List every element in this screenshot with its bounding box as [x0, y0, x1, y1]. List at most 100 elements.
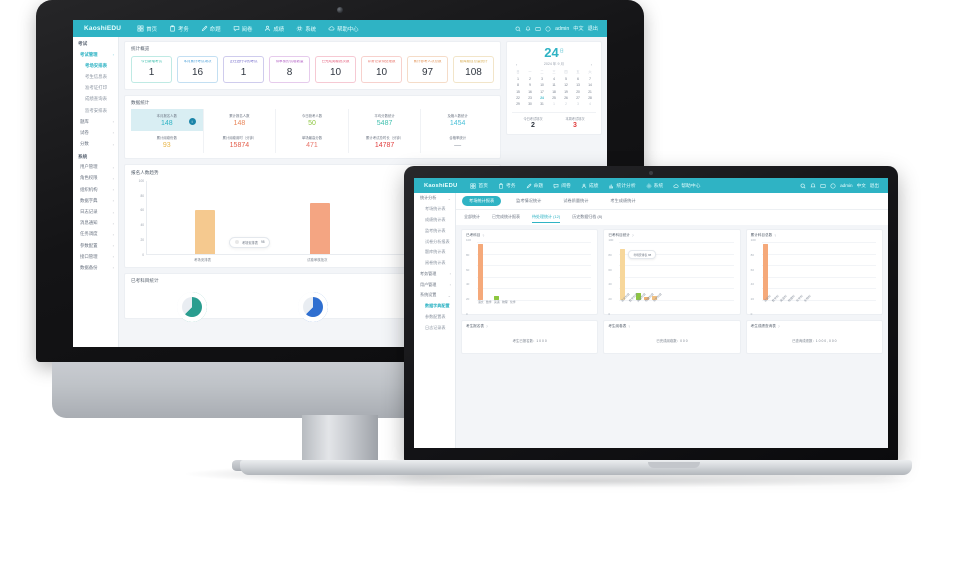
user-name[interactable]: admin [555, 25, 570, 32]
sidebar-item-9[interactable]: 分数 › [73, 139, 118, 150]
calendar-day-29[interactable]: 30 [528, 102, 532, 107]
tab-0[interactable]: 考场统计报表 [462, 196, 502, 206]
sidebar-item-11[interactable]: 用户管理 › [73, 162, 118, 173]
sidebar-item-5[interactable]: 题库统计表 [414, 247, 455, 258]
search-icon[interactable] [515, 26, 521, 32]
tab-1[interactable]: 监考情况统计 [516, 198, 542, 203]
subtab-0[interactable]: 全部统计 [464, 214, 480, 219]
kpi-card-2[interactable]: 正在进行中的考试 1 [223, 56, 264, 83]
message-icon[interactable] [820, 183, 826, 189]
bell-icon[interactable] [810, 182, 816, 189]
nav-item-6[interactable]: 帮助中心 [322, 25, 365, 33]
sidebar-item-3[interactable]: 考生信息表 [73, 71, 118, 82]
sidebar-item-2[interactable]: 考场安排表 [73, 60, 118, 71]
calendar-day-14[interactable]: 15 [516, 89, 520, 94]
calendar-day-20[interactable]: 21 [588, 89, 592, 94]
help-icon[interactable]: ? [777, 324, 780, 329]
calendar-day-27[interactable]: 28 [588, 95, 592, 100]
kpi-card-7[interactable]: 题库题目总量统计 108 [453, 56, 494, 83]
nav-item-5[interactable]: 系统 [290, 25, 322, 33]
subtab-2[interactable]: 待处理统计 (12) [532, 214, 561, 223]
sidebar-item-7[interactable]: 题库 › [73, 116, 118, 127]
calendar-next-button[interactable]: › [590, 62, 592, 67]
info-badge-icon[interactable]: i [188, 117, 196, 125]
calendar-day-10[interactable]: 11 [552, 83, 556, 88]
calendar-day-3[interactable]: 4 [553, 76, 555, 81]
sidebar-item-1[interactable]: 考场统计表 [414, 204, 455, 215]
mini-bar-3[interactable] [644, 296, 650, 300]
tab-3[interactable]: 考生成绩统计 [610, 198, 636, 203]
calendar-day-23[interactable]: 24 [540, 95, 544, 100]
mini-bar-0[interactable] [478, 244, 483, 300]
sidebar-item-5[interactable]: 成绩查询表 [73, 94, 118, 105]
mini-bar-4[interactable] [652, 295, 658, 300]
stat-cell-2[interactable]: 今日缺考人数 50 [276, 108, 349, 131]
language-selector[interactable]: 中文 [573, 26, 584, 32]
kpi-card-1[interactable]: 本月累计考试场次 16 [177, 56, 218, 83]
tab-2[interactable]: 试卷质量统计 [563, 198, 589, 203]
calendar-day-4[interactable]: 5 [565, 76, 567, 81]
calendar-day-2[interactable]: 3 [541, 76, 543, 81]
sidebar-item-7[interactable]: 考务管理 › [414, 268, 455, 279]
sidebar-item-1[interactable]: 考试管理 › [73, 49, 118, 60]
nav-item-4[interactable]: 成绩 [576, 182, 604, 189]
calendar-day-21[interactable]: 22 [516, 95, 520, 100]
nav-item-1[interactable]: 考务 [163, 25, 195, 33]
calendar-day-8[interactable]: 9 [529, 83, 531, 88]
mini-bar-2[interactable] [494, 295, 499, 300]
brand-logo[interactable]: KaoshiEDU [84, 25, 122, 32]
mini-bar-2[interactable] [636, 293, 642, 300]
help-icon[interactable]: ? [482, 233, 485, 238]
sidebar-item-9[interactable]: 系统设置 ⌄ [414, 290, 455, 301]
calendar-day-15[interactable]: 16 [528, 89, 532, 94]
mini-bar-0[interactable] [620, 248, 626, 300]
nav-item-0[interactable]: 首页 [465, 182, 493, 189]
sidebar-item-6[interactable]: 阅卷统计表 [414, 258, 455, 269]
calendar-day-24[interactable]: 25 [552, 95, 556, 100]
nav-item-3[interactable]: 阅卷 [548, 182, 576, 189]
calendar-day-34[interactable]: 4 [589, 102, 591, 107]
sidebar-item-8[interactable]: 试卷 › [73, 127, 118, 138]
help-icon[interactable]: ? [774, 233, 777, 238]
sidebar-item-18[interactable]: 参数配置 › [73, 240, 118, 251]
stat-cell-6[interactable]: 累计阅卷用时（分钟） 15874 [204, 130, 277, 153]
stat-cell-0[interactable]: 本月报名人数 148 i [131, 108, 204, 131]
logout-button[interactable]: 退出 [587, 26, 598, 32]
calendar-day-13[interactable]: 14 [588, 83, 592, 88]
sidebar-item-15[interactable]: 日志记录 › [73, 206, 118, 217]
help-icon[interactable] [830, 183, 836, 189]
calendar-day-28[interactable]: 29 [516, 102, 520, 107]
sidebar-item-6[interactable]: 监考安排表 [73, 105, 118, 116]
calendar-day-12[interactable]: 13 [576, 83, 580, 88]
message-icon[interactable] [535, 26, 541, 32]
stat-cell-4[interactable]: 及格人数统计 1454 [421, 109, 494, 131]
calendar-day-16[interactable]: 17 [540, 89, 544, 94]
stat-cell-5[interactable]: 累计阅卷份数 93 [131, 130, 204, 153]
sidebar-item-19[interactable]: 接口管理 › [73, 251, 118, 262]
nav-item-4[interactable]: 成绩 [258, 25, 290, 33]
kpi-card-6[interactable]: 累计参考人次总数 97 [407, 56, 448, 83]
stat-cell-8[interactable]: 累计考试总时长（分钟） 14787 [349, 130, 422, 153]
nav-item-2[interactable]: 命题 [521, 182, 549, 189]
calendar-day-5[interactable]: 6 [577, 76, 579, 81]
stat-cell-3[interactable]: 平均分数统计 5487 [349, 108, 422, 131]
sidebar-item-10[interactable]: 数据字典配置 [414, 301, 455, 312]
search-icon[interactable] [800, 183, 806, 189]
calendar-day-19[interactable]: 20 [576, 89, 580, 94]
help-icon[interactable]: ? [628, 324, 631, 329]
nav-item-3[interactable]: 阅卷 [227, 25, 259, 33]
calendar-day-9[interactable]: 10 [540, 83, 544, 88]
calendar-day-25[interactable]: 26 [564, 95, 568, 100]
sidebar-item-14[interactable]: 数据字典 › [73, 195, 118, 206]
kpi-card-5[interactable]: 异常记录待处理数 10 [361, 56, 402, 83]
stat-cell-7[interactable]: 单场最高分数 471 [276, 130, 349, 153]
user-name[interactable]: admin [840, 183, 853, 188]
calendar-day-7[interactable]: 8 [517, 83, 519, 88]
help-icon[interactable]: ? [631, 233, 634, 238]
calendar-day-18[interactable]: 19 [564, 89, 568, 94]
kpi-card-0[interactable]: 今日新增考试 1 [131, 56, 172, 83]
calendar-day-1[interactable]: 2 [529, 76, 531, 81]
sidebar-item-17[interactable]: 任务调度 › [73, 229, 118, 240]
sidebar-item-16[interactable]: 消息通知 › [73, 218, 118, 229]
calendar-day-30[interactable]: 31 [540, 102, 544, 107]
